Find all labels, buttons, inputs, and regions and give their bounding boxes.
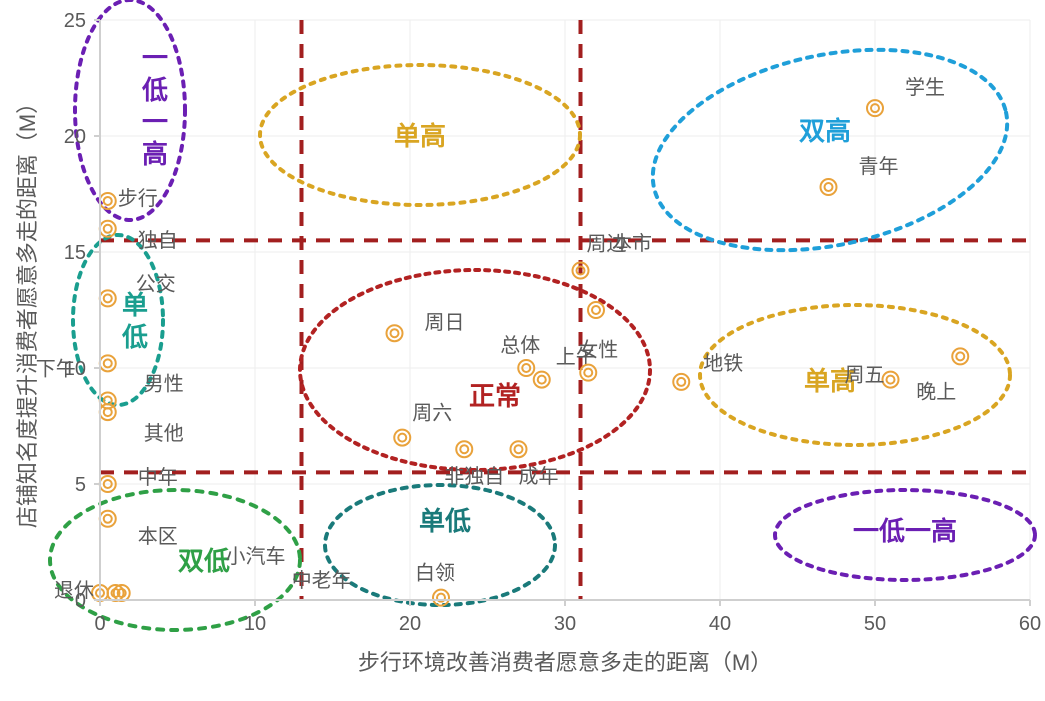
x-tick-label: 50 bbox=[864, 613, 886, 635]
point-label: 周五 bbox=[845, 365, 885, 387]
zone-label: 一低一高 bbox=[853, 516, 957, 546]
point-label: 中年 bbox=[138, 466, 178, 489]
point-label: 女性 bbox=[578, 339, 618, 362]
y-tick-label: 0 bbox=[75, 590, 86, 612]
point-label: 独自 bbox=[138, 229, 178, 252]
point-label: 男性 bbox=[144, 372, 184, 395]
point-label: 中老年 bbox=[292, 569, 352, 592]
zone-label: 一 bbox=[142, 107, 168, 137]
point-label: 公交 bbox=[136, 272, 176, 295]
x-axis-label: 步行环境改善消费者愿意多走的距离（M） bbox=[358, 650, 772, 675]
scatter-quadrant-chart: 一低一高单低双低单高正常单低双高单高一低一高步行独自公交下午男性其他中年本区退休… bbox=[0, 0, 1045, 701]
zone-label: 单高 bbox=[394, 121, 446, 151]
y-axis-label: 店铺知名度提升消费者愿意多走的距离（M） bbox=[15, 92, 40, 528]
y-tick-label: 20 bbox=[64, 126, 86, 148]
point-label: 非独自 bbox=[444, 465, 504, 488]
point-label: 总体 bbox=[500, 334, 540, 357]
x-tick-label: 60 bbox=[1019, 613, 1041, 635]
point-label: 小汽车 bbox=[226, 545, 286, 568]
x-tick-label: 40 bbox=[709, 613, 731, 635]
point-label: 本区 bbox=[138, 525, 178, 548]
zone-label: 单低 bbox=[419, 506, 471, 536]
zone-label: 低 bbox=[121, 322, 148, 352]
y-tick-label: 5 bbox=[75, 474, 86, 496]
point-label: 青年 bbox=[859, 155, 899, 178]
y-tick-label: 25 bbox=[64, 10, 86, 32]
point-label: 本市 bbox=[612, 232, 652, 255]
zone-label: 一 bbox=[142, 43, 168, 73]
zone-label: 高 bbox=[142, 139, 168, 169]
zone-label: 双低 bbox=[178, 546, 230, 576]
zone-label: 低 bbox=[141, 75, 168, 105]
point-label: 成年 bbox=[519, 465, 559, 488]
point-label: 步行 bbox=[118, 187, 158, 210]
point-label: 地铁 bbox=[703, 352, 743, 375]
point-label: 其他 bbox=[144, 422, 184, 445]
x-tick-label: 30 bbox=[554, 613, 576, 635]
y-tick-label: 15 bbox=[64, 242, 86, 264]
point-label: 周日 bbox=[425, 312, 465, 334]
point-label: 周六 bbox=[412, 402, 452, 425]
point-label: 学生 bbox=[905, 76, 945, 99]
zone-label: 双高 bbox=[799, 116, 851, 146]
x-tick-label: 10 bbox=[244, 613, 266, 635]
x-tick-label: 0 bbox=[94, 613, 105, 635]
x-tick-label: 20 bbox=[399, 613, 421, 635]
y-tick-label: 10 bbox=[64, 358, 86, 380]
point-label: 晚上 bbox=[916, 380, 956, 403]
zone-label: 正常 bbox=[469, 381, 521, 411]
point-label: 白领 bbox=[415, 562, 455, 585]
